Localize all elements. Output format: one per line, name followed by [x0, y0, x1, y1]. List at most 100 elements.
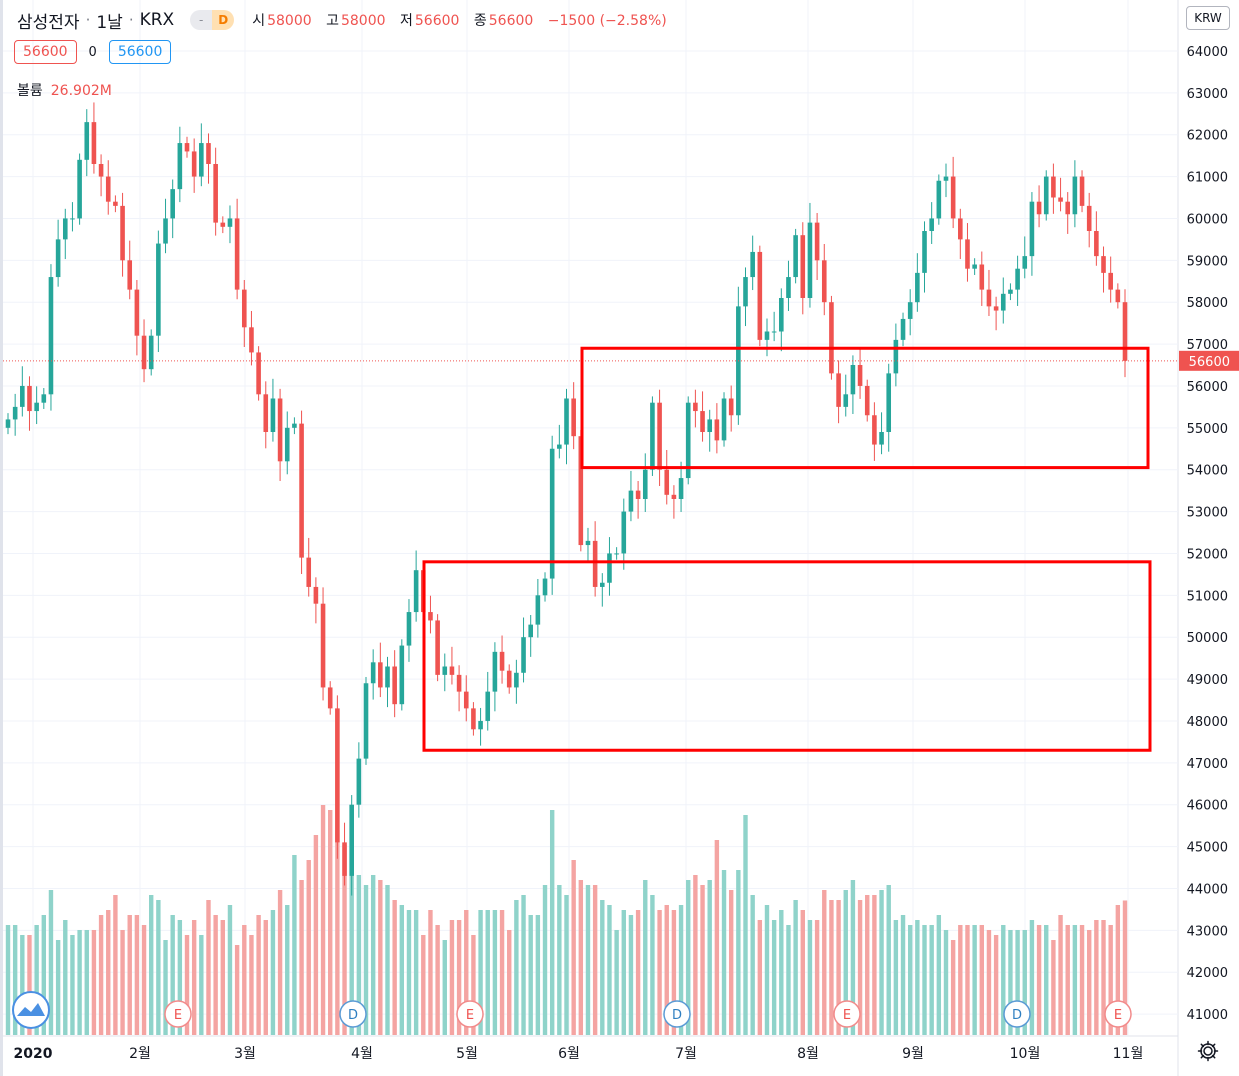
- volume-bar: [929, 925, 934, 1035]
- candle-body: [829, 302, 834, 374]
- volume-bar: [1122, 900, 1128, 1035]
- candle-body: [320, 603, 326, 688]
- volume-bar: [349, 840, 354, 1035]
- candle-body: [936, 180, 942, 219]
- volume-bar: [1001, 925, 1006, 1035]
- price-tick-label: 44000: [1187, 882, 1228, 897]
- price-tick-label: 64000: [1187, 45, 1228, 60]
- candle-body: [313, 586, 319, 604]
- candle-body: [249, 327, 254, 353]
- drawn-rectangle[interactable]: [422, 560, 1152, 752]
- event-label: D: [1012, 1008, 1022, 1023]
- candle-body: [907, 302, 913, 319]
- candle-body: [163, 218, 168, 244]
- volume-bar: [299, 880, 304, 1035]
- candle-body: [750, 251, 755, 278]
- currency-button[interactable]: KRW: [1186, 6, 1230, 30]
- volume-bar: [184, 935, 190, 1035]
- last-price-tag: [1179, 350, 1239, 371]
- volume-bar: [263, 920, 268, 1035]
- volume-bar: [922, 925, 927, 1035]
- candle-body: [779, 298, 784, 332]
- candle-body: [327, 687, 333, 709]
- price-tick-label: 48000: [1187, 715, 1228, 730]
- candle-body: [41, 394, 47, 403]
- volume-bar: [1036, 925, 1042, 1035]
- candle-body: [943, 176, 949, 181]
- price-tick-label: 53000: [1187, 506, 1228, 521]
- candle-body: [600, 582, 605, 587]
- volume-bar: [1072, 925, 1078, 1035]
- low-value: 56600: [414, 13, 460, 29]
- tradingview-logo-icon[interactable]: [7, 990, 55, 1030]
- volume-bar: [578, 880, 584, 1035]
- volume-bar: [1094, 920, 1099, 1035]
- candle-body: [1108, 272, 1113, 290]
- candle-body: [764, 331, 770, 340]
- volume-bar: [306, 860, 311, 1035]
- candle-body: [592, 540, 598, 587]
- volume-bar: [779, 910, 784, 1035]
- sell-price-button[interactable]: 56600: [14, 40, 77, 64]
- volume-bar: [478, 910, 483, 1035]
- volume-bar: [943, 930, 949, 1035]
- volume-bar: [106, 910, 111, 1035]
- candle-body: [370, 662, 376, 684]
- data-status-badge[interactable]: - D: [190, 10, 235, 30]
- candle-body: [900, 318, 906, 340]
- earnings-marker[interactable]: E: [456, 1000, 484, 1028]
- candle-body: [392, 666, 397, 705]
- volume-bar: [213, 915, 218, 1035]
- candle-body: [929, 218, 934, 231]
- volume-bar: [406, 910, 412, 1035]
- candle-body: [893, 339, 899, 374]
- price-tick-label: 49000: [1187, 673, 1228, 688]
- dot-separator: ·: [128, 11, 134, 29]
- volume-bar: [829, 900, 834, 1035]
- volume-bar: [428, 910, 433, 1035]
- dividend-marker[interactable]: D: [1003, 1000, 1031, 1028]
- earnings-marker[interactable]: E: [164, 1000, 192, 1028]
- volume-bar: [857, 900, 863, 1035]
- price-tick-label: 58000: [1187, 296, 1228, 311]
- candle-body: [614, 553, 619, 555]
- candle-body: [836, 373, 841, 407]
- candle-body: [800, 235, 806, 298]
- volume-bar: [492, 910, 498, 1035]
- price-tick-label: 62000: [1187, 129, 1228, 144]
- candle-body: [922, 231, 927, 273]
- candle-body: [986, 289, 992, 307]
- event-circle: [164, 1000, 192, 1028]
- volume-bar: [843, 890, 848, 1035]
- dividend-marker[interactable]: D: [663, 1000, 691, 1028]
- candle-body: [98, 164, 104, 177]
- volume-bar: [528, 915, 533, 1035]
- volume-bar: [485, 910, 490, 1035]
- dividend-marker[interactable]: D: [339, 1000, 367, 1028]
- volume-bar: [786, 925, 791, 1035]
- earnings-marker[interactable]: E: [1104, 1000, 1132, 1028]
- candle-body: [886, 373, 892, 432]
- interval-label[interactable]: 1날: [96, 12, 123, 33]
- gear-icon[interactable]: [1197, 1040, 1219, 1062]
- volume-bar: [20, 935, 25, 1035]
- drawn-rectangle[interactable]: [580, 346, 1150, 470]
- volume-bar: [234, 945, 240, 1035]
- left-edge: [0, 0, 3, 1076]
- price-tick-label: 57000: [1187, 338, 1228, 353]
- volume-bar: [149, 895, 154, 1035]
- volume-bar: [313, 835, 319, 1035]
- volume-bar: [542, 885, 548, 1035]
- candle-body: [55, 239, 61, 278]
- volume-bar: [249, 935, 254, 1035]
- buy-price-button[interactable]: 56600: [108, 40, 172, 64]
- earnings-marker[interactable]: E: [833, 1000, 861, 1028]
- candle-body: [84, 122, 90, 160]
- candle-body: [5, 419, 11, 428]
- price-tick-label: 43000: [1187, 924, 1228, 939]
- volume-bar: [1086, 930, 1092, 1035]
- candle-body: [284, 427, 290, 462]
- symbol-name[interactable]: 삼성전자: [17, 12, 80, 33]
- candle-body: [485, 691, 491, 721]
